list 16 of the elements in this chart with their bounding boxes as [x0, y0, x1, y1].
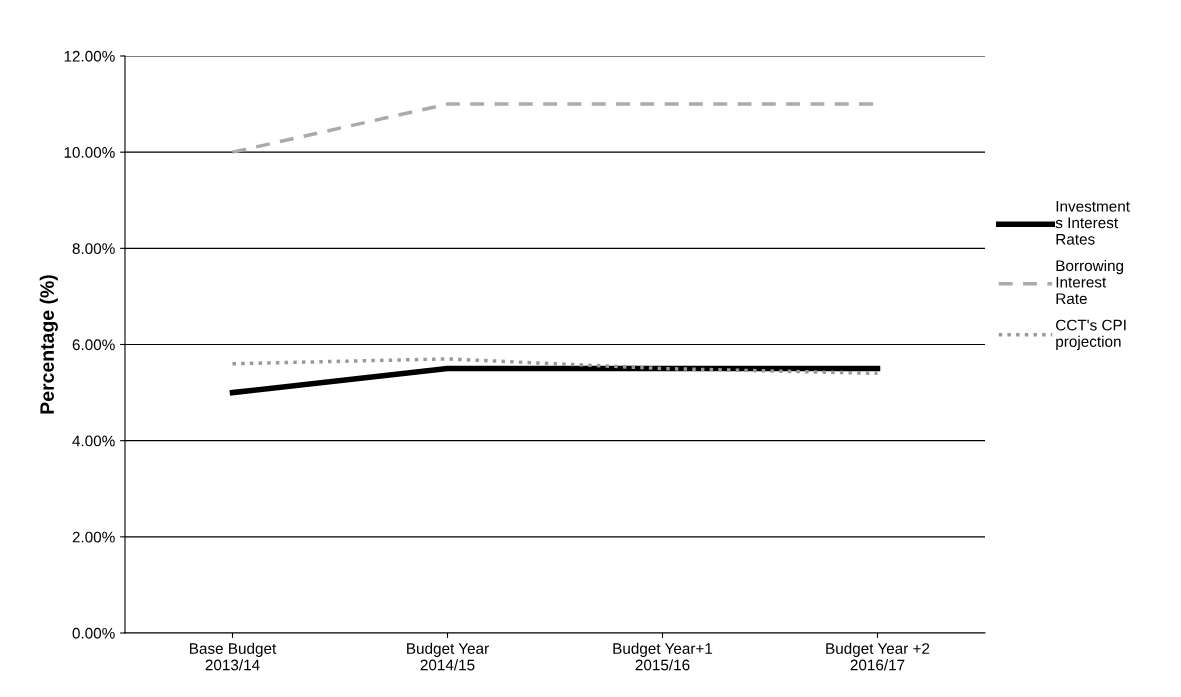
- legend-label: Investment s Interest Rates: [1055, 201, 1130, 245]
- y-tick-label: 8.00%: [72, 243, 115, 255]
- x-tick-label: Base Budget 2013/14: [190, 642, 277, 671]
- x-tick-label: Budget Year+1 2015/16: [613, 642, 713, 671]
- legend-label: CCT's CPI projection: [1056, 319, 1126, 350]
- y-tick-label: 2.00%: [72, 531, 115, 543]
- y-tick-label: 6.00%: [72, 339, 115, 351]
- line-series: [230, 357, 880, 376]
- y-tick-label: 12.00%: [64, 50, 115, 62]
- x-tick-label: Budget Year +2 2016/17: [826, 642, 930, 671]
- y-tick-label: 10.00%: [64, 147, 115, 158]
- x-tick-label: Budget Year 2014/15: [407, 642, 489, 671]
- y-axis-title: Percentage (%): [39, 275, 58, 414]
- y-tick-label: 4.00%: [72, 435, 115, 447]
- legend-label: Borrowing Interest Rate: [1056, 259, 1124, 305]
- y-tick-label: 0.00%: [72, 627, 115, 639]
